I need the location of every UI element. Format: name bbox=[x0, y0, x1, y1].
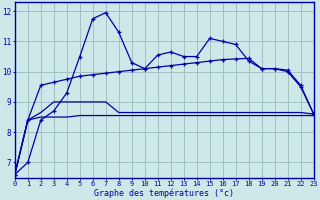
X-axis label: Graphe des températures (°c): Graphe des températures (°c) bbox=[94, 188, 234, 198]
